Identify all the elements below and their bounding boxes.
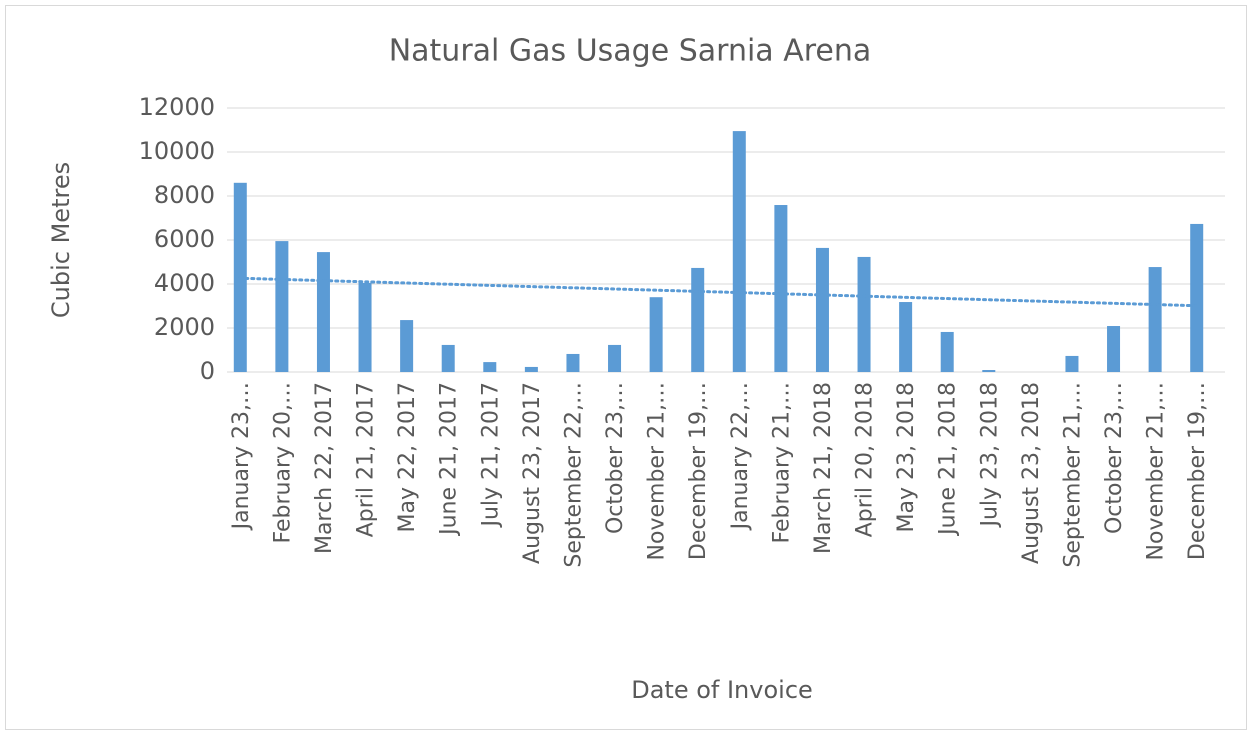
bar	[566, 353, 580, 372]
x-tick-label: March 22, 2017	[312, 382, 337, 554]
x-tick-label: August 23, 2018	[1019, 382, 1044, 564]
bar	[400, 320, 414, 372]
bar	[982, 370, 996, 372]
x-tick-label: December 19,…	[686, 382, 711, 560]
bar	[691, 267, 705, 372]
bar	[316, 252, 330, 372]
x-tick-label: June 21, 2017	[437, 382, 462, 537]
x-tick-label: November 21,…	[1144, 382, 1169, 560]
bar	[1107, 326, 1121, 372]
x-tick-label: May 22, 2017	[395, 382, 420, 532]
bar	[649, 297, 663, 372]
chart-title: Natural Gas Usage Sarnia Arena	[389, 34, 872, 69]
y-tick-label: 6000	[154, 225, 215, 253]
y-tick-label: 8000	[154, 181, 215, 209]
x-tick-label: July 21, 2017	[478, 382, 503, 529]
bar	[524, 366, 538, 372]
bar	[275, 241, 289, 372]
bar	[774, 205, 788, 372]
y-tick-label: 2000	[154, 313, 215, 341]
x-tick-label: January 23,…	[229, 382, 254, 531]
x-tick-label: January 22,…	[728, 382, 753, 531]
bar	[358, 282, 372, 372]
bar	[732, 131, 746, 372]
x-tick-label: April 21, 2017	[354, 382, 379, 537]
bar	[815, 247, 829, 372]
x-tick-label: June 21, 2018	[936, 382, 961, 537]
x-tick-label: November 21,…	[645, 382, 670, 560]
x-tick-label: September 21,…	[1060, 382, 1085, 568]
bar	[483, 362, 497, 372]
bar	[608, 344, 622, 372]
bar	[1065, 355, 1079, 372]
x-tick-label: August 23, 2017	[520, 382, 545, 564]
bar	[857, 256, 871, 372]
bar	[1190, 223, 1204, 372]
trendline	[238, 276, 1198, 308]
x-tick-label: October 23,…	[1102, 382, 1127, 534]
x-tick-label: February 20,…	[270, 382, 295, 543]
x-tick-label: December 19,…	[1185, 382, 1210, 560]
x-tick-label: May 23, 2018	[894, 382, 919, 532]
x-axis-title: Date of Invoice	[631, 676, 813, 704]
x-tick-label: July 23, 2018	[977, 382, 1002, 529]
y-tick-label: 12000	[139, 93, 215, 121]
y-tick-label: 0	[200, 357, 215, 385]
x-tick-label: September 22,…	[561, 382, 586, 568]
bar	[1148, 267, 1162, 372]
y-tick-label: 10000	[139, 137, 215, 165]
bar	[899, 302, 913, 372]
x-tick-label: October 23,…	[603, 382, 628, 534]
bar	[940, 331, 954, 372]
chart-border	[5, 5, 1247, 730]
y-tick-label: 4000	[154, 269, 215, 297]
x-tick-label: February 21,…	[769, 382, 794, 543]
y-axis-title: Cubic Metres	[47, 162, 75, 318]
x-tick-label: April 20, 2018	[853, 382, 878, 537]
x-tick-label: March 21, 2018	[811, 382, 836, 554]
bar	[441, 344, 455, 372]
